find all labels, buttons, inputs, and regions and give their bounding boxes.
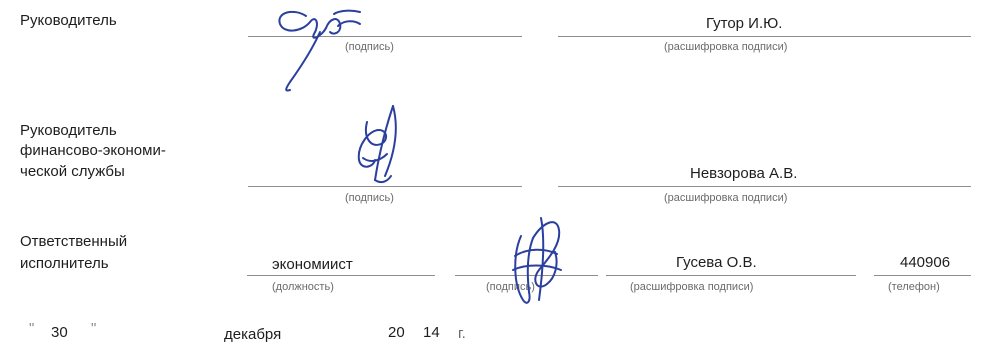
- head-signature-icon: [278, 9, 361, 92]
- date-close-quote: ": [91, 320, 97, 337]
- date-year: 14: [423, 324, 440, 341]
- finance-name-line: [558, 186, 971, 187]
- finance-signature-icon: [357, 105, 397, 184]
- date-day: 30: [51, 324, 68, 341]
- head-signature-caption: (подпись): [345, 41, 394, 53]
- head-name-caption: (расшифровка подписи): [664, 41, 788, 53]
- executor-label-line-2: исполнитель: [20, 255, 109, 272]
- date-century: 20: [388, 324, 405, 341]
- date-open-quote: ": [29, 320, 35, 337]
- executor-signature-icon: [512, 217, 562, 304]
- head-name: Гутор И.Ю.: [706, 15, 783, 32]
- executor-position: экономиист: [272, 256, 353, 273]
- finance-signature-caption: (подпись): [345, 192, 394, 204]
- executor-phone-line: [874, 275, 971, 276]
- date-month: декабря: [224, 326, 282, 343]
- executor-phone: 440906: [900, 254, 951, 271]
- finance-label-line-1: Руководитель: [20, 122, 117, 139]
- executor-name-caption: (расшифровка подписи): [630, 281, 754, 293]
- head-label: Руководитель: [20, 12, 117, 29]
- date-suffix: г.: [458, 325, 466, 342]
- executor-position-line: [247, 275, 435, 276]
- finance-signature-line: [248, 186, 522, 187]
- executor-phone-caption: (телефон): [888, 281, 940, 293]
- executor-name: Гусева О.В.: [676, 254, 757, 271]
- executor-signature-caption: (подпись): [486, 281, 535, 293]
- finance-label-line-3: ческой службы: [20, 163, 125, 180]
- finance-name: Невзорова А.В.: [690, 165, 798, 182]
- executor-name-line: [606, 275, 856, 276]
- executor-position-caption: (должность): [272, 281, 334, 293]
- head-name-line: [558, 36, 971, 37]
- head-signature-line: [248, 36, 522, 37]
- executor-label-line-1: Ответственный: [20, 233, 128, 250]
- executor-signature-line: [455, 275, 598, 276]
- finance-label-line-2: финансово-экономи-: [20, 142, 166, 159]
- finance-name-caption: (расшифровка подписи): [664, 192, 788, 204]
